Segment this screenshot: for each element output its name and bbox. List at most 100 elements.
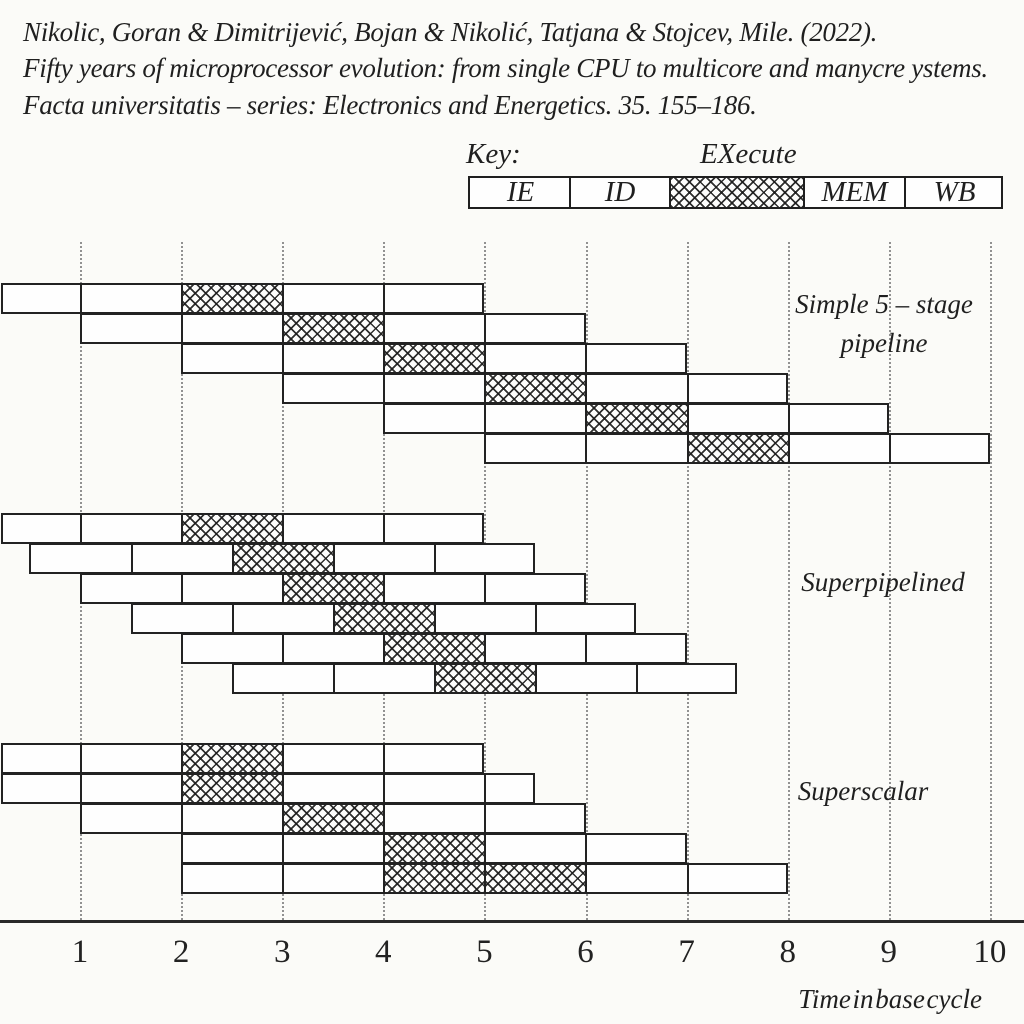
key-cell-ie: IE [506,176,535,208]
stage-cell-boundary [181,775,184,802]
stage-cell-boundary [484,375,487,402]
pipeline-row [282,373,788,404]
section-label-superscalar: Superscalar [798,772,929,811]
stage-cell-boundary [383,315,386,342]
axis-tick-label: 1 [71,934,89,970]
section-label-line: Superpipelined [801,567,965,597]
stage-cell-boundary [534,605,537,632]
pipeline-row [383,403,889,434]
stage-cell-boundary [80,775,82,802]
execute-stage-cell [231,545,333,572]
axis-tick-label: 6 [577,934,594,970]
stage-cell-boundary [686,865,689,892]
stage-cell-boundary [282,345,285,372]
execute-stage-cell [433,665,535,692]
stage-cell-boundary [686,405,689,432]
pipeline-row [1,513,485,544]
execute-stage-cell [383,635,485,662]
stage-cell-boundary [484,805,487,832]
execute-stage-cell [282,805,384,832]
axis-tick-label: 3 [273,934,291,970]
stage-cell-boundary [585,635,588,662]
axis-tick-label: 4 [375,934,392,970]
key-title: Key: [466,138,521,170]
stage-cell-boundary [585,835,588,862]
pipeline-row [80,313,586,344]
stage-cell-boundary [383,345,386,372]
stage-cell-boundary [888,435,891,462]
pipeline-row [29,543,535,574]
time-axis-line [0,920,1024,923]
pipeline-row [231,663,738,694]
stage-cell-boundary [484,405,487,432]
pipeline-row [484,433,990,464]
pipeline-row [1,773,535,804]
stage-cell-boundary [383,285,386,312]
stage-cell-boundary [484,575,487,602]
pipeline-row [1,283,485,314]
stage-cell-boundary [282,515,285,542]
citation-line-2: Fifty years of microprocessor evolution:… [23,53,988,83]
stage-cell-boundary [383,575,386,602]
pipeline-row [80,803,586,834]
stage-cell-boundary [787,405,790,432]
key-legend-box: IE ID MEM WB [468,176,1003,209]
stage-cell-boundary [80,745,82,772]
stage-cell-boundary [484,865,487,892]
stage-cell-boundary [585,405,588,432]
stage-cell-boundary [433,605,436,632]
pipeline-row [181,863,788,894]
execute-stage-cell [181,515,283,542]
key-cell-id: ID [569,176,669,208]
axis-tick-label: 2 [172,934,190,970]
execute-stage-cell [383,345,485,372]
stage-cell-boundary [585,435,588,462]
stage-cell-boundary [383,375,386,402]
stage-cell-boundary [686,375,689,402]
grid-line [989,242,992,920]
stage-cell-boundary [332,665,335,692]
stage-cell-boundary [332,545,335,572]
grid-line [888,242,891,920]
stage-cell-boundary [484,835,487,862]
stage-cell-boundary [383,865,386,892]
stage-cell-boundary [484,315,487,342]
stage-cell-boundary [181,285,184,312]
key-cell-execute [669,178,803,207]
execute-stage-cell [585,405,687,432]
execute-stage-cell [686,435,788,462]
citation-line-1: Nikolic, Goran & Dimitrijević, Bojan & N… [23,17,878,47]
stage-cell-boundary [787,435,790,462]
key-cell-wb: WB [904,176,1003,208]
execute-stage-cell [282,575,384,602]
pipeline-row [130,603,637,634]
stage-cell-boundary [585,345,588,372]
axis-tick-label: 5 [476,934,493,970]
execute-stage-cell [383,865,485,892]
stage-cell-boundary [534,665,537,692]
stage-cell-boundary [433,665,436,692]
pipeline-row [181,343,687,374]
citation-line-3: Facta universitatis – series: Electronic… [23,90,757,120]
stage-cell-boundary [231,605,234,632]
execute-stage-cell [181,775,283,802]
pipeline-row [181,833,687,864]
section-label-superpipelined: Superpipelined [801,563,964,602]
stage-cell-boundary [585,865,588,892]
stage-cell-boundary [181,575,184,602]
execute-stage-cell [383,835,485,862]
stage-cell-boundary [484,345,487,372]
stage-cell-boundary [231,545,234,572]
execute-stage-cell [332,605,434,632]
stage-cell-boundary [282,745,285,772]
key-execute-label: EXecute [700,138,797,170]
stage-cell-boundary [181,315,184,342]
time-axis-label: Time in base cycle [798,984,982,1014]
stage-cell-boundary [282,285,285,312]
stage-cell-boundary [383,635,386,662]
execute-stage-cell [181,745,283,772]
stage-cell-boundary [80,285,82,312]
execute-stage-cell [484,865,586,892]
stage-cell-boundary [282,775,285,802]
section-label-line: Superscalar [797,776,929,806]
